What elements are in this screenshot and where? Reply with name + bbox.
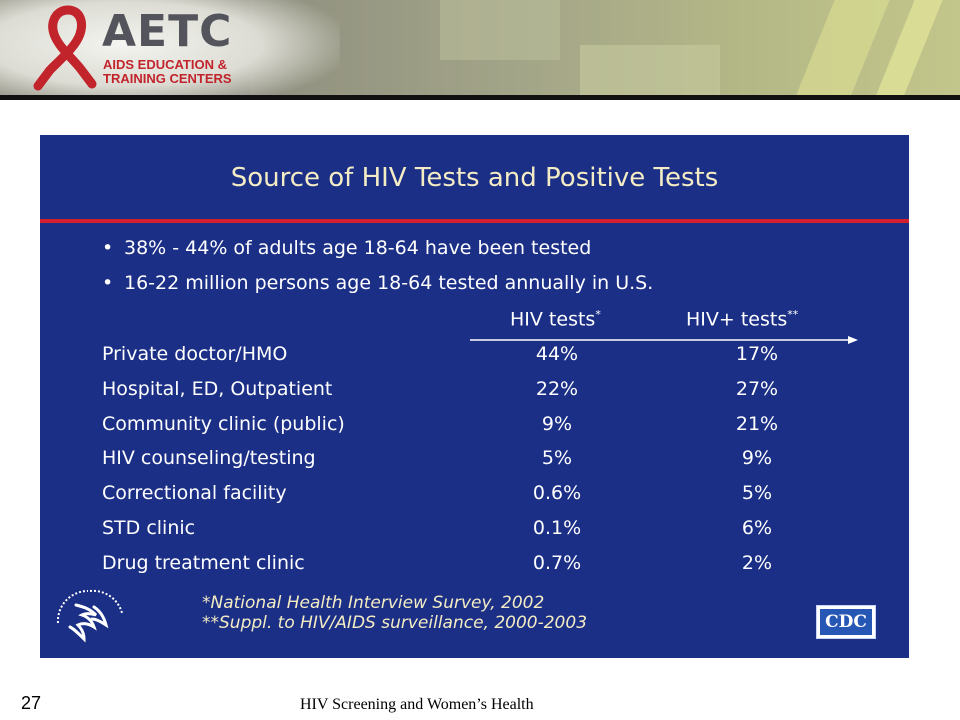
table-row: Community clinic (public) 9% 21% <box>102 412 779 435</box>
column-header-hiv-tests: HIV tests* <box>510 308 601 331</box>
bullet-list: • 38% - 44% of adults age 18-64 have been… <box>102 231 653 301</box>
table-row: Private doctor/HMO 44% 17% <box>102 343 779 365</box>
table-row: STD clinic 0.1% 6% <box>102 516 773 539</box>
bullet-icon: • <box>102 272 114 294</box>
slide-number: 27 <box>21 693 42 713</box>
column-header-hiv-positive-tests: HIV+ tests** <box>686 308 799 331</box>
hhs-eagle-seal-icon <box>56 589 123 643</box>
footnotes: *National Health Interview Survey, 2002 … <box>202 593 588 633</box>
bullet-item: • 38% - 44% of adults age 18-64 have been… <box>102 231 653 266</box>
table-row: Hospital, ED, Outpatient 22% 27% <box>102 377 779 400</box>
logo-subtitle: AIDS EDUCATION & TRAINING CENTERS <box>103 57 232 86</box>
footer-title: HIV Screening and Women’s Health <box>300 696 534 713</box>
red-ribbon-icon <box>33 5 97 91</box>
table-row: Correctional facility 0.6% 5% <box>102 482 773 505</box>
test-source-table: Private doctor/HMO 44% 17% Hospital, ED, O… <box>102 340 862 584</box>
title-underline <box>40 219 909 223</box>
aetc-logo: AETC AIDS EDUCATION & TRAINING CENTERS <box>30 4 260 92</box>
slide-title: Source of HIV Tests and Positive Tests <box>230 163 719 193</box>
bullet-item: • 16-22 million persons age 18-64 tested … <box>102 266 653 301</box>
cdc-logo: CDC <box>816 605 876 639</box>
table-row: Drug treatment clinic 0.7% 2% <box>102 551 773 574</box>
slide-panel: Source of HIV Tests and Positive Tests •… <box>40 135 909 658</box>
header-divider <box>0 95 960 100</box>
table-row: HIV counseling/testing 5% 9% <box>102 447 773 470</box>
logo-wordmark: AETC <box>102 6 233 57</box>
bullet-icon: • <box>102 237 114 259</box>
header-arrow-icon <box>470 336 858 344</box>
header-banner <box>0 0 960 97</box>
